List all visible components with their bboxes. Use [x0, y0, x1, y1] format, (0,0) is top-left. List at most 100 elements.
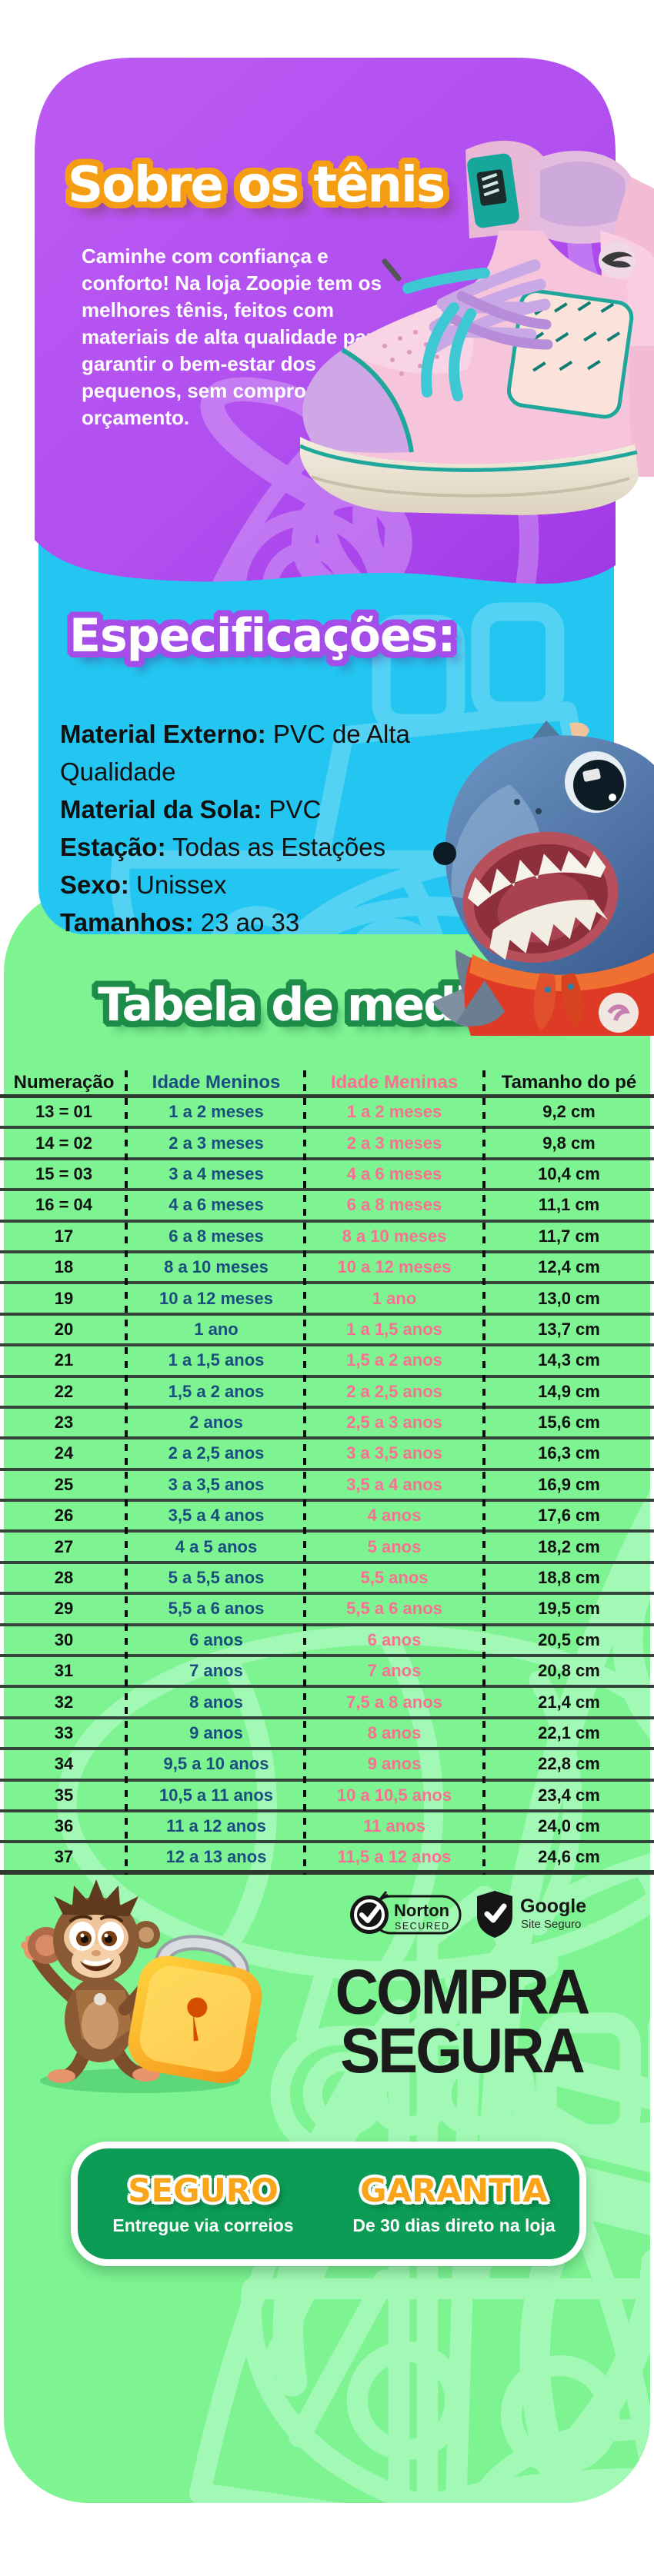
size-table-cell: 4 a 6 meses: [128, 1191, 305, 1223]
size-table-cell: 9,5 a 10 anos: [128, 1750, 305, 1782]
size-table-cell: 2 a 3 meses: [305, 1129, 484, 1160]
size-table-cell: 5,5 a 6 anos: [305, 1595, 484, 1626]
norton-check-icon: [350, 1891, 389, 1934]
size-table-cell: 11 a 12 anos: [128, 1812, 305, 1844]
size-table-cell: 22,8 cm: [484, 1750, 654, 1782]
specs-list: Material Externo: PVC de Alta Qualidade M…: [60, 715, 449, 941]
size-table-cell: 11,1 cm: [484, 1191, 654, 1223]
size-table-cell: 11,7 cm: [484, 1223, 654, 1253]
spec-item: Sexo: Unissex: [60, 870, 227, 899]
guarantee-subtitle: De 30 dias direto na loja: [352, 2215, 556, 2235]
size-table-cell: 10 a 12 meses: [305, 1253, 484, 1285]
table-divider: [125, 1070, 128, 1875]
size-table-cell: 10 a 10,5 anos: [305, 1782, 484, 1812]
size-table-cell: 3 a 4 meses: [128, 1160, 305, 1192]
size-table-cell: 6 anos: [305, 1626, 484, 1658]
size-table: Numeração Idade Meninos Idade Meninas Taman…: [0, 1070, 654, 1875]
size-table-cell: 28: [0, 1564, 128, 1596]
headline-line2: SEGURA: [340, 2014, 586, 2086]
size-table-cell: 7 anos: [128, 1657, 305, 1689]
guarantee-title: SEGURO: [128, 2172, 279, 2209]
size-table-cell: 18,8 cm: [484, 1564, 654, 1596]
size-table-cell: 2 a 3 meses: [128, 1129, 305, 1160]
size-table-cell: 1 ano: [128, 1316, 305, 1347]
headline-line1: COMPRA: [335, 1955, 591, 2028]
size-table-cell: 14,9 cm: [484, 1378, 654, 1409]
size-table-cell: 31: [0, 1657, 128, 1689]
size-table-cell: 20,5 cm: [484, 1626, 654, 1658]
secure-purchase-headline: COMPRA SEGURA: [319, 1955, 604, 2086]
spec-item: Material da Sola: PVC: [60, 795, 322, 824]
size-table-cell: 4 a 6 meses: [305, 1160, 484, 1192]
size-table-cell: 26: [0, 1502, 128, 1533]
size-table-cell: 19,5 cm: [484, 1595, 654, 1626]
size-table-cell: 1,5 a 2 anos: [128, 1378, 305, 1409]
size-table-cell: 25: [0, 1471, 128, 1503]
monkey-mascot-image: [21, 1879, 262, 2093]
size-table-cell: 34: [0, 1750, 128, 1782]
size-table-cell: 5 a 5,5 anos: [128, 1564, 305, 1596]
svg-text:Google: Google: [520, 1895, 586, 1917]
size-table-cell: 32: [0, 1688, 128, 1719]
size-table-cell: 4 anos: [305, 1502, 484, 1533]
size-table-cell: 24,0 cm: [484, 1812, 654, 1844]
size-table-cell: 20,8 cm: [484, 1657, 654, 1689]
size-table-cell: 13 = 01: [0, 1098, 128, 1130]
size-table-cell: 20: [0, 1316, 128, 1347]
size-table-cell: 11 anos: [305, 1812, 484, 1844]
size-table-cell: 4 a 5 anos: [128, 1533, 305, 1564]
svg-text:Norton: Norton: [394, 1901, 449, 1920]
size-table-cell: 16 = 04: [0, 1191, 128, 1223]
sneaker-product-image: [299, 141, 654, 515]
table-divider: [303, 1070, 306, 1875]
size-table-cell: 6 anos: [128, 1626, 305, 1658]
size-table-cell: 1 a 2 meses: [128, 1098, 305, 1130]
size-table-header-cell: Numeração: [0, 1070, 128, 1098]
size-table-cell: 15,6 cm: [484, 1409, 654, 1440]
specs-title: Especificações:: [69, 609, 455, 663]
size-table-cell: 1 a 1,5 anos: [305, 1316, 484, 1347]
size-table-cell: 15 = 03: [0, 1160, 128, 1192]
size-table-cell: 17: [0, 1223, 128, 1253]
size-table-cell: 6 a 8 meses: [305, 1191, 484, 1223]
svg-text:Site Seguro: Site Seguro: [521, 1918, 581, 1931]
guarantee-box: SEGURO Entregue via correios GARANTIA De…: [71, 2142, 586, 2266]
size-table-cell: 14,3 cm: [484, 1346, 654, 1378]
size-table-cell: 14 = 02: [0, 1129, 128, 1160]
size-table-cell: 37: [0, 1843, 128, 1875]
size-table-cell: 18: [0, 1253, 128, 1285]
size-table-cell: 27: [0, 1533, 128, 1564]
size-table-cell: 17,6 cm: [484, 1502, 654, 1533]
size-table-cell: 8 a 10 meses: [128, 1253, 305, 1285]
size-table-cell: 7 anos: [305, 1657, 484, 1689]
size-table-cell: 33: [0, 1719, 128, 1751]
size-table-cell: 3,5 a 4 anos: [128, 1502, 305, 1533]
size-table-cell: 2 a 2,5 anos: [128, 1439, 305, 1471]
guarantee-item-shipping: SEGURO Entregue via correios: [78, 2148, 329, 2259]
size-table-cell: 10,5 a 11 anos: [128, 1782, 305, 1812]
size-table-cell: 22,1 cm: [484, 1719, 654, 1751]
size-table-cell: 5 anos: [305, 1533, 484, 1564]
size-table-cell: 1 a 1,5 anos: [128, 1346, 305, 1378]
size-table-cell: 8 a 10 meses: [305, 1223, 484, 1253]
size-table-cell: 35: [0, 1782, 128, 1812]
size-table-cell: 12 a 13 anos: [128, 1843, 305, 1875]
size-table-cell: 2,5 a 3 anos: [305, 1409, 484, 1440]
size-table-cell: 24,6 cm: [484, 1843, 654, 1875]
guarantee-item-warranty: GARANTIA De 30 dias direto na loja: [329, 2148, 579, 2259]
guarantee-subtitle: Entregue via correios: [112, 2215, 294, 2235]
size-table-cell: 9,2 cm: [484, 1098, 654, 1130]
size-table-grid: Numeração Idade Meninos Idade Meninas Taman…: [0, 1070, 654, 1875]
norton-secured-badge: Norton SECURED: [350, 1891, 462, 1935]
svg-text:SECURED: SECURED: [395, 1921, 450, 1932]
size-table-cell: 29: [0, 1595, 128, 1626]
size-table-cell: 1,5 a 2 anos: [305, 1346, 484, 1378]
size-table-header-cell: Idade Meninas: [305, 1070, 484, 1098]
size-table-cell: 13,0 cm: [484, 1284, 654, 1316]
size-table-cell: 5,5 anos: [305, 1564, 484, 1596]
size-table-header-cell: Tamanho do pé: [484, 1070, 654, 1098]
size-table-cell: 12,4 cm: [484, 1253, 654, 1285]
google-site-seguro-badge: Google Site Seguro: [477, 1891, 586, 1938]
size-table-cell: 36: [0, 1812, 128, 1844]
size-table-cell: 11,5 a 12 anos: [305, 1843, 484, 1875]
